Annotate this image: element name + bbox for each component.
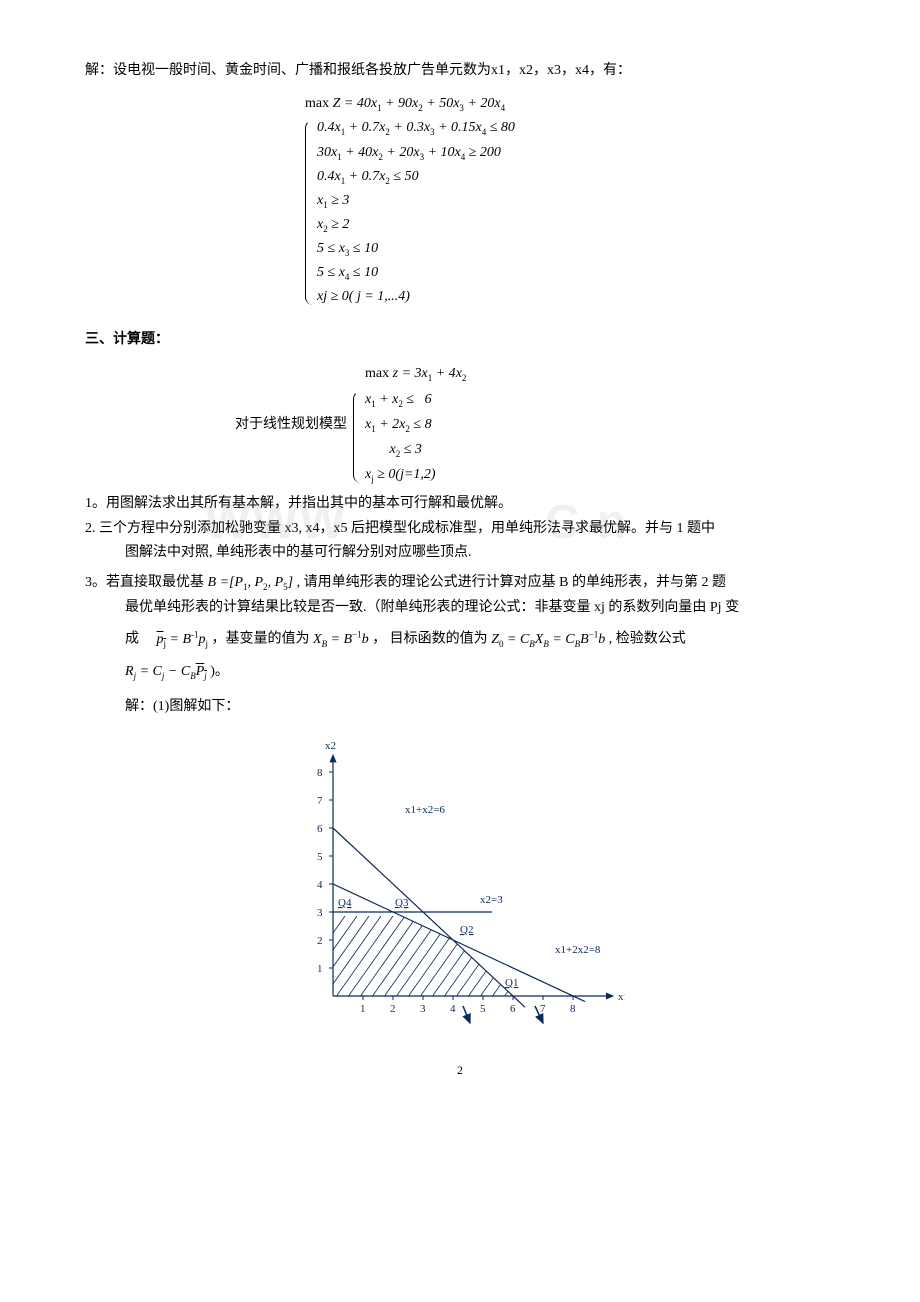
svg-text:x1+x2=6: x1+x2=6 [405,804,445,816]
svg-text:Q2: Q2 [460,924,473,936]
question-1: 1。用图解法求出其所有基本解，并指出其中的基本可行解和最优解。 [85,493,835,515]
question-2b: 图解法中对照, 单纯形表中的基可行解分别对应哪些顶点. [85,542,835,564]
formula-1: max Z = 40x1 + 90x2 + 50x3 + 20x4 0.4x1 … [305,92,835,309]
svg-text:x2=3: x2=3 [480,894,503,906]
svg-text:x1: x1 [618,991,625,1003]
svg-text:x1+2x2=8: x1+2x2=8 [555,944,601,956]
section-3-title: 三、计算题： [85,329,835,351]
question-2a: 2. 三个方程中分别添加松驰变量 x3, x4，x5 后把模型化成标准型，用单纯… [85,518,835,540]
svg-text:8: 8 [317,767,323,779]
svg-text:x2: x2 [325,740,336,752]
svg-text:Q4: Q4 [338,897,352,909]
question-3a: 3。若直接取最优基 B =[P1, P2, P5] , 请用单纯形表的理论公式进… [85,572,835,594]
svg-text:7: 7 [540,1003,546,1015]
svg-text:6: 6 [510,1003,516,1015]
svg-text:3: 3 [317,907,323,919]
formula-2-prefix: 对于线性规划模型 [235,412,347,437]
lp-graph: 1 2 3 4 5 6 7 8 1 2 3 4 5 6 7 8 x1 x2 x1+x2=6 x2=3 x1+2x2=8 Q… [285,738,835,1046]
svg-text:2: 2 [390,1003,396,1015]
svg-text:5: 5 [480,1003,486,1015]
question-3c: 成 pj = B-1pj ，基变量的值为 XB = B−1b ， 目标函数的值为… [85,627,835,651]
svg-text:Q1: Q1 [505,977,518,989]
svg-text:5: 5 [317,851,323,863]
svg-text:Q3: Q3 [395,897,409,909]
question-3d: Rj = Cj − CBPj )。 [85,661,835,683]
svg-text:2: 2 [317,935,323,947]
svg-text:8: 8 [570,1003,576,1015]
intro-line: 解：设电视一般时间、黄金时间、广播和报纸各投放广告单元数为x1，x2，x3，x4… [85,60,835,82]
svg-text:4: 4 [450,1003,456,1015]
svg-text:1: 1 [317,963,323,975]
svg-text:7: 7 [317,795,323,807]
page-number: 2 [85,1061,835,1080]
svg-text:4: 4 [317,879,323,891]
svg-text:3: 3 [420,1003,426,1015]
question-3b: 最优单纯形表的计算结果比较是否一致.（附单纯形表的理论公式：非基变量 xj 的系… [85,597,835,619]
svg-text:1: 1 [360,1003,366,1015]
formula-2: 对于线性规划模型 max z = 3x1 + 4x2 x1 + x2 ≤ 6 x… [235,361,835,487]
solution-label: 解：(1)图解如下： [85,696,835,718]
svg-text:6: 6 [317,823,323,835]
